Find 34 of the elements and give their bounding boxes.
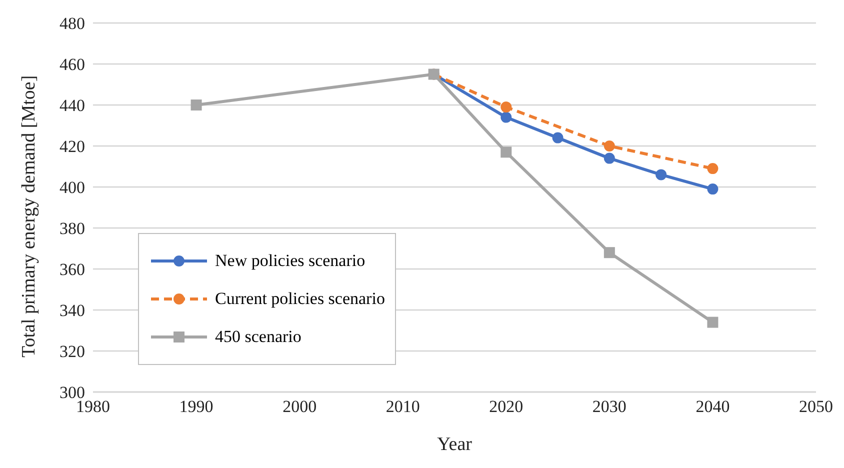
y-tick-label: 380 — [60, 219, 85, 238]
y-tick-label: 400 — [60, 178, 85, 198]
point — [500, 146, 512, 158]
y-tick-label: 480 — [60, 14, 85, 34]
x-tick-label: 2030 — [592, 397, 626, 416]
y-tick-label: 340 — [60, 301, 85, 320]
x-tick-label: 2020 — [489, 397, 524, 416]
x-tick-label: 1990 — [179, 397, 214, 416]
y-tick-label: 460 — [60, 55, 85, 74]
x-tick-label: 2010 — [386, 397, 420, 416]
point — [604, 247, 615, 258]
point — [656, 169, 667, 180]
x-tick-label: 2050 — [799, 397, 833, 416]
point — [190, 100, 202, 110]
y-axis-title: Total primary energy demand [Mtoe] — [18, 75, 40, 358]
legend-label: New policies scenario — [215, 251, 366, 271]
x-tick-label: 2040 — [696, 397, 730, 416]
point — [707, 184, 718, 195]
point — [707, 163, 718, 174]
point — [604, 152, 615, 164]
x-axis-title: Year — [436, 434, 473, 455]
x-tick-label: 2000 — [282, 397, 317, 416]
legend-label: 450 scenario — [215, 327, 302, 347]
point — [500, 112, 512, 123]
y-tick-label: 440 — [60, 96, 85, 116]
x-tick-label: 1980 — [76, 397, 110, 416]
point — [707, 316, 718, 328]
legend-label: Current policies scenario — [215, 289, 385, 309]
y-tick-label: 360 — [60, 260, 85, 280]
y-tick-label: 320 — [60, 342, 85, 362]
point — [604, 140, 615, 152]
point — [500, 102, 512, 113]
y-tick-label: 420 — [60, 137, 85, 156]
point — [552, 132, 564, 144]
